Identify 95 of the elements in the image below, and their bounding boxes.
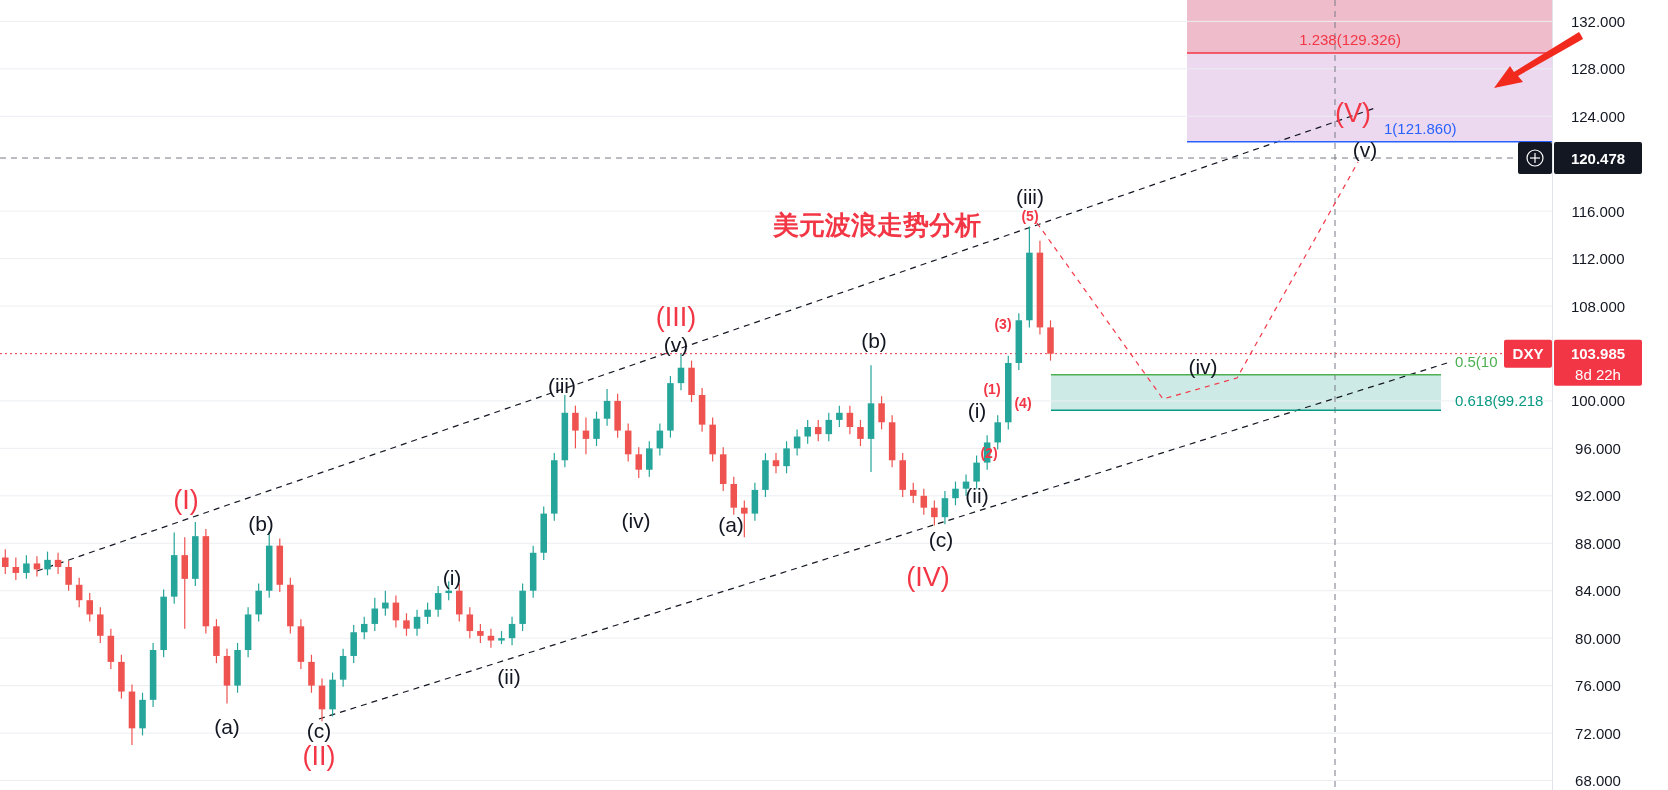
candlestick bbox=[772, 452, 780, 474]
ref-line-label: 1(121.860) bbox=[1384, 119, 1457, 137]
annotation: (c) bbox=[928, 527, 954, 551]
candlestick bbox=[181, 536, 189, 630]
candlestick bbox=[825, 412, 833, 442]
y-tick-label: 96.000 bbox=[1575, 439, 1621, 457]
candlestick bbox=[730, 476, 738, 516]
candlestick bbox=[646, 440, 653, 478]
annotation: (iii) bbox=[548, 373, 576, 397]
y-tick-label: 128.000 bbox=[1570, 60, 1626, 78]
annotation: (i) bbox=[442, 565, 462, 589]
annotation: (IV) bbox=[906, 562, 950, 592]
candlestick bbox=[846, 405, 854, 435]
text: 美元波浪走势分析 bbox=[772, 210, 981, 240]
ref-line-label: 103.985 bbox=[1570, 345, 1626, 363]
ref-line-label: 120.478 bbox=[1570, 149, 1626, 167]
annotation: (i) bbox=[967, 398, 987, 422]
y-tick-label: 124.000 bbox=[1570, 107, 1626, 125]
annotation: (ii) bbox=[497, 664, 521, 688]
candlestick bbox=[308, 654, 315, 694]
candlestick bbox=[814, 419, 822, 442]
y-tick-label: 84.000 bbox=[1575, 582, 1621, 600]
y-tick-label: 112.000 bbox=[1571, 250, 1625, 268]
candlestick bbox=[23, 554, 30, 580]
candlestick bbox=[97, 606, 104, 644]
candlestick bbox=[382, 590, 389, 617]
y-tick-label: 100.000 bbox=[1570, 392, 1626, 410]
y-tick-label: 68.000 bbox=[1575, 772, 1621, 790]
candlestick bbox=[857, 419, 864, 447]
annotation: (ii) bbox=[965, 483, 989, 507]
candlestick bbox=[909, 482, 917, 504]
annotation: (v) bbox=[663, 332, 689, 356]
candlestick bbox=[86, 592, 94, 623]
candlestick bbox=[920, 488, 928, 516]
candlestick bbox=[424, 601, 431, 625]
annotation: (1) bbox=[983, 381, 1001, 397]
candlestick bbox=[593, 411, 600, 447]
candlestick bbox=[973, 454, 980, 490]
candlestick bbox=[434, 585, 442, 618]
annotation: (5) bbox=[1021, 208, 1039, 224]
candlestick bbox=[339, 648, 347, 688]
annotation: (b) bbox=[248, 511, 274, 535]
annotation: (I) bbox=[173, 485, 199, 515]
candlestick bbox=[804, 419, 811, 445]
annotation: (4) bbox=[1014, 395, 1032, 411]
y-tick-label: 116.000 bbox=[1571, 202, 1625, 220]
candlestick bbox=[572, 405, 579, 449]
y-tick-label: 108.000 bbox=[1570, 297, 1626, 315]
annotation: (3) bbox=[994, 316, 1012, 332]
annotation: (iv) bbox=[621, 508, 651, 532]
candlestick bbox=[487, 628, 495, 649]
annotation: (c) bbox=[306, 718, 332, 742]
candlestick bbox=[931, 499, 938, 527]
y-tick-label: 80.000 bbox=[1575, 629, 1621, 647]
annotation: DXY bbox=[1512, 345, 1544, 363]
annotation: (a) bbox=[214, 714, 240, 738]
candlestick bbox=[941, 490, 949, 525]
candlestick bbox=[603, 388, 611, 427]
candlestick bbox=[741, 499, 748, 538]
annotation: (V) bbox=[1335, 98, 1371, 128]
annotation: (II) bbox=[302, 741, 336, 771]
text: 8d 22h bbox=[1575, 366, 1621, 384]
ref-line-label: 0.618(99.218 bbox=[1455, 392, 1544, 410]
annotation: (a) bbox=[718, 512, 744, 536]
candlestick bbox=[403, 612, 410, 637]
candlestick bbox=[783, 440, 790, 474]
annotation: (v) bbox=[1352, 137, 1378, 161]
annotation: 0.5(10 bbox=[1455, 353, 1498, 370]
candlestick bbox=[65, 560, 72, 592]
y-tick-label: 92.000 bbox=[1575, 487, 1621, 505]
annotation: (b) bbox=[861, 328, 887, 352]
y-tick-label: 88.000 bbox=[1575, 534, 1621, 552]
candlestick bbox=[952, 480, 959, 506]
candlestick bbox=[751, 482, 759, 522]
y-tick-label: 72.000 bbox=[1575, 724, 1621, 742]
ref-line-label: 1.238(129.326) bbox=[1299, 31, 1401, 49]
candlestick bbox=[466, 606, 474, 639]
candlestick bbox=[635, 446, 643, 479]
annotation: (iv) bbox=[1188, 354, 1218, 378]
annotation: (iii) bbox=[1016, 184, 1044, 208]
candlestick bbox=[12, 556, 20, 581]
candlestick bbox=[836, 405, 843, 428]
candlestick bbox=[2, 548, 9, 575]
candlestick bbox=[350, 624, 357, 664]
y-tick-label: 132.000 bbox=[1570, 12, 1626, 30]
candlestick bbox=[878, 395, 885, 430]
candlestick bbox=[44, 550, 51, 576]
candlestick bbox=[255, 583, 262, 623]
candlestick bbox=[508, 616, 516, 646]
candlestick bbox=[477, 623, 484, 644]
y-tick-label: 76.000 bbox=[1575, 677, 1621, 695]
candlestick bbox=[360, 616, 368, 640]
candlestick bbox=[413, 609, 421, 637]
annotation: (III) bbox=[655, 302, 697, 332]
candlestick bbox=[33, 555, 41, 578]
